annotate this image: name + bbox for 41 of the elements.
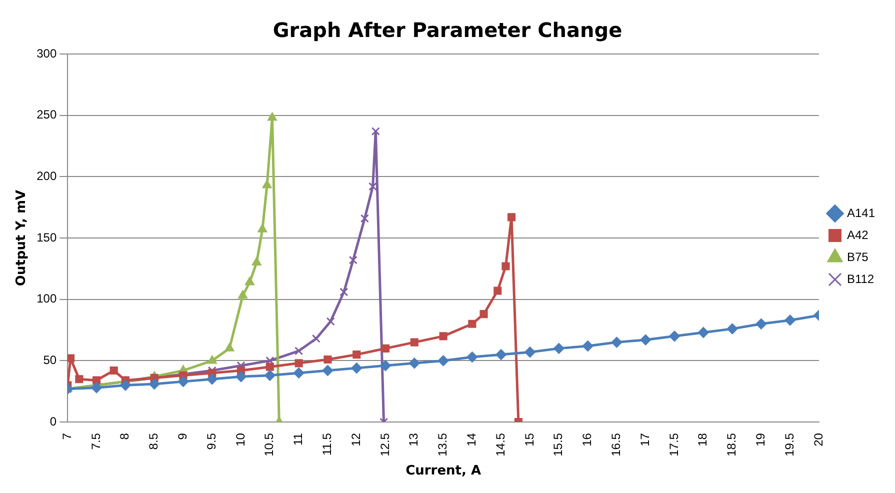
x-tick-label: 11: [291, 432, 306, 446]
x-tick-label: 16: [580, 432, 594, 446]
x-tick-label: 14.5: [493, 432, 508, 456]
x-tick-label: 7.5: [88, 432, 103, 450]
x-tick-label: 9.5: [204, 432, 218, 450]
y-tick-label: 250: [36, 108, 57, 122]
x-tick-label: 13: [406, 432, 421, 446]
x-tick-label: 16.5: [609, 432, 623, 456]
y-axis-title: Output Y, mV: [14, 190, 30, 286]
legend-label: A42: [846, 228, 869, 242]
x-tick-label: 12: [348, 432, 363, 446]
x-tick-label: 17.5: [666, 432, 681, 456]
x-tick-label: 20: [811, 432, 826, 446]
x-tick-label: 8: [118, 432, 132, 440]
x-tick-label: 11.5: [320, 432, 334, 456]
y-tick-label: 200: [36, 168, 57, 183]
x-tick-label: 18: [696, 432, 710, 446]
y-tick-label: 150: [36, 230, 57, 244]
x-tick-label: 12.5: [378, 432, 392, 456]
y-tick-label: 0: [50, 414, 57, 428]
x-tick-label: 10.5: [262, 432, 276, 456]
x-tick-label: 15: [522, 432, 536, 446]
x-axis-title: Current, A: [406, 464, 482, 479]
x-tick-label: 19.5: [782, 432, 796, 456]
x-tick-label: 14: [464, 432, 479, 446]
x-tick-label: 15.5: [551, 432, 566, 456]
x-tick-label: 19: [753, 432, 768, 446]
y-tick-label: 100: [36, 292, 57, 306]
x-tick-label: 10: [233, 432, 248, 446]
legend-label: B112: [846, 272, 874, 286]
x-tick-label: 17: [638, 432, 652, 446]
y-tick-label: 300: [36, 46, 57, 60]
x-tick-label: 18.5: [724, 432, 739, 456]
chart-title: Graph After Parameter Change: [272, 18, 622, 42]
legend-label: B75: [846, 250, 869, 264]
x-tick-label: 9: [176, 432, 190, 440]
x-tick-label: 7: [60, 432, 74, 440]
x-tick-label: 13.5: [436, 432, 450, 456]
legend-label: A141: [846, 206, 876, 220]
x-tick-label: 8.5: [146, 432, 161, 450]
y-tick-label: 50: [43, 353, 57, 368]
